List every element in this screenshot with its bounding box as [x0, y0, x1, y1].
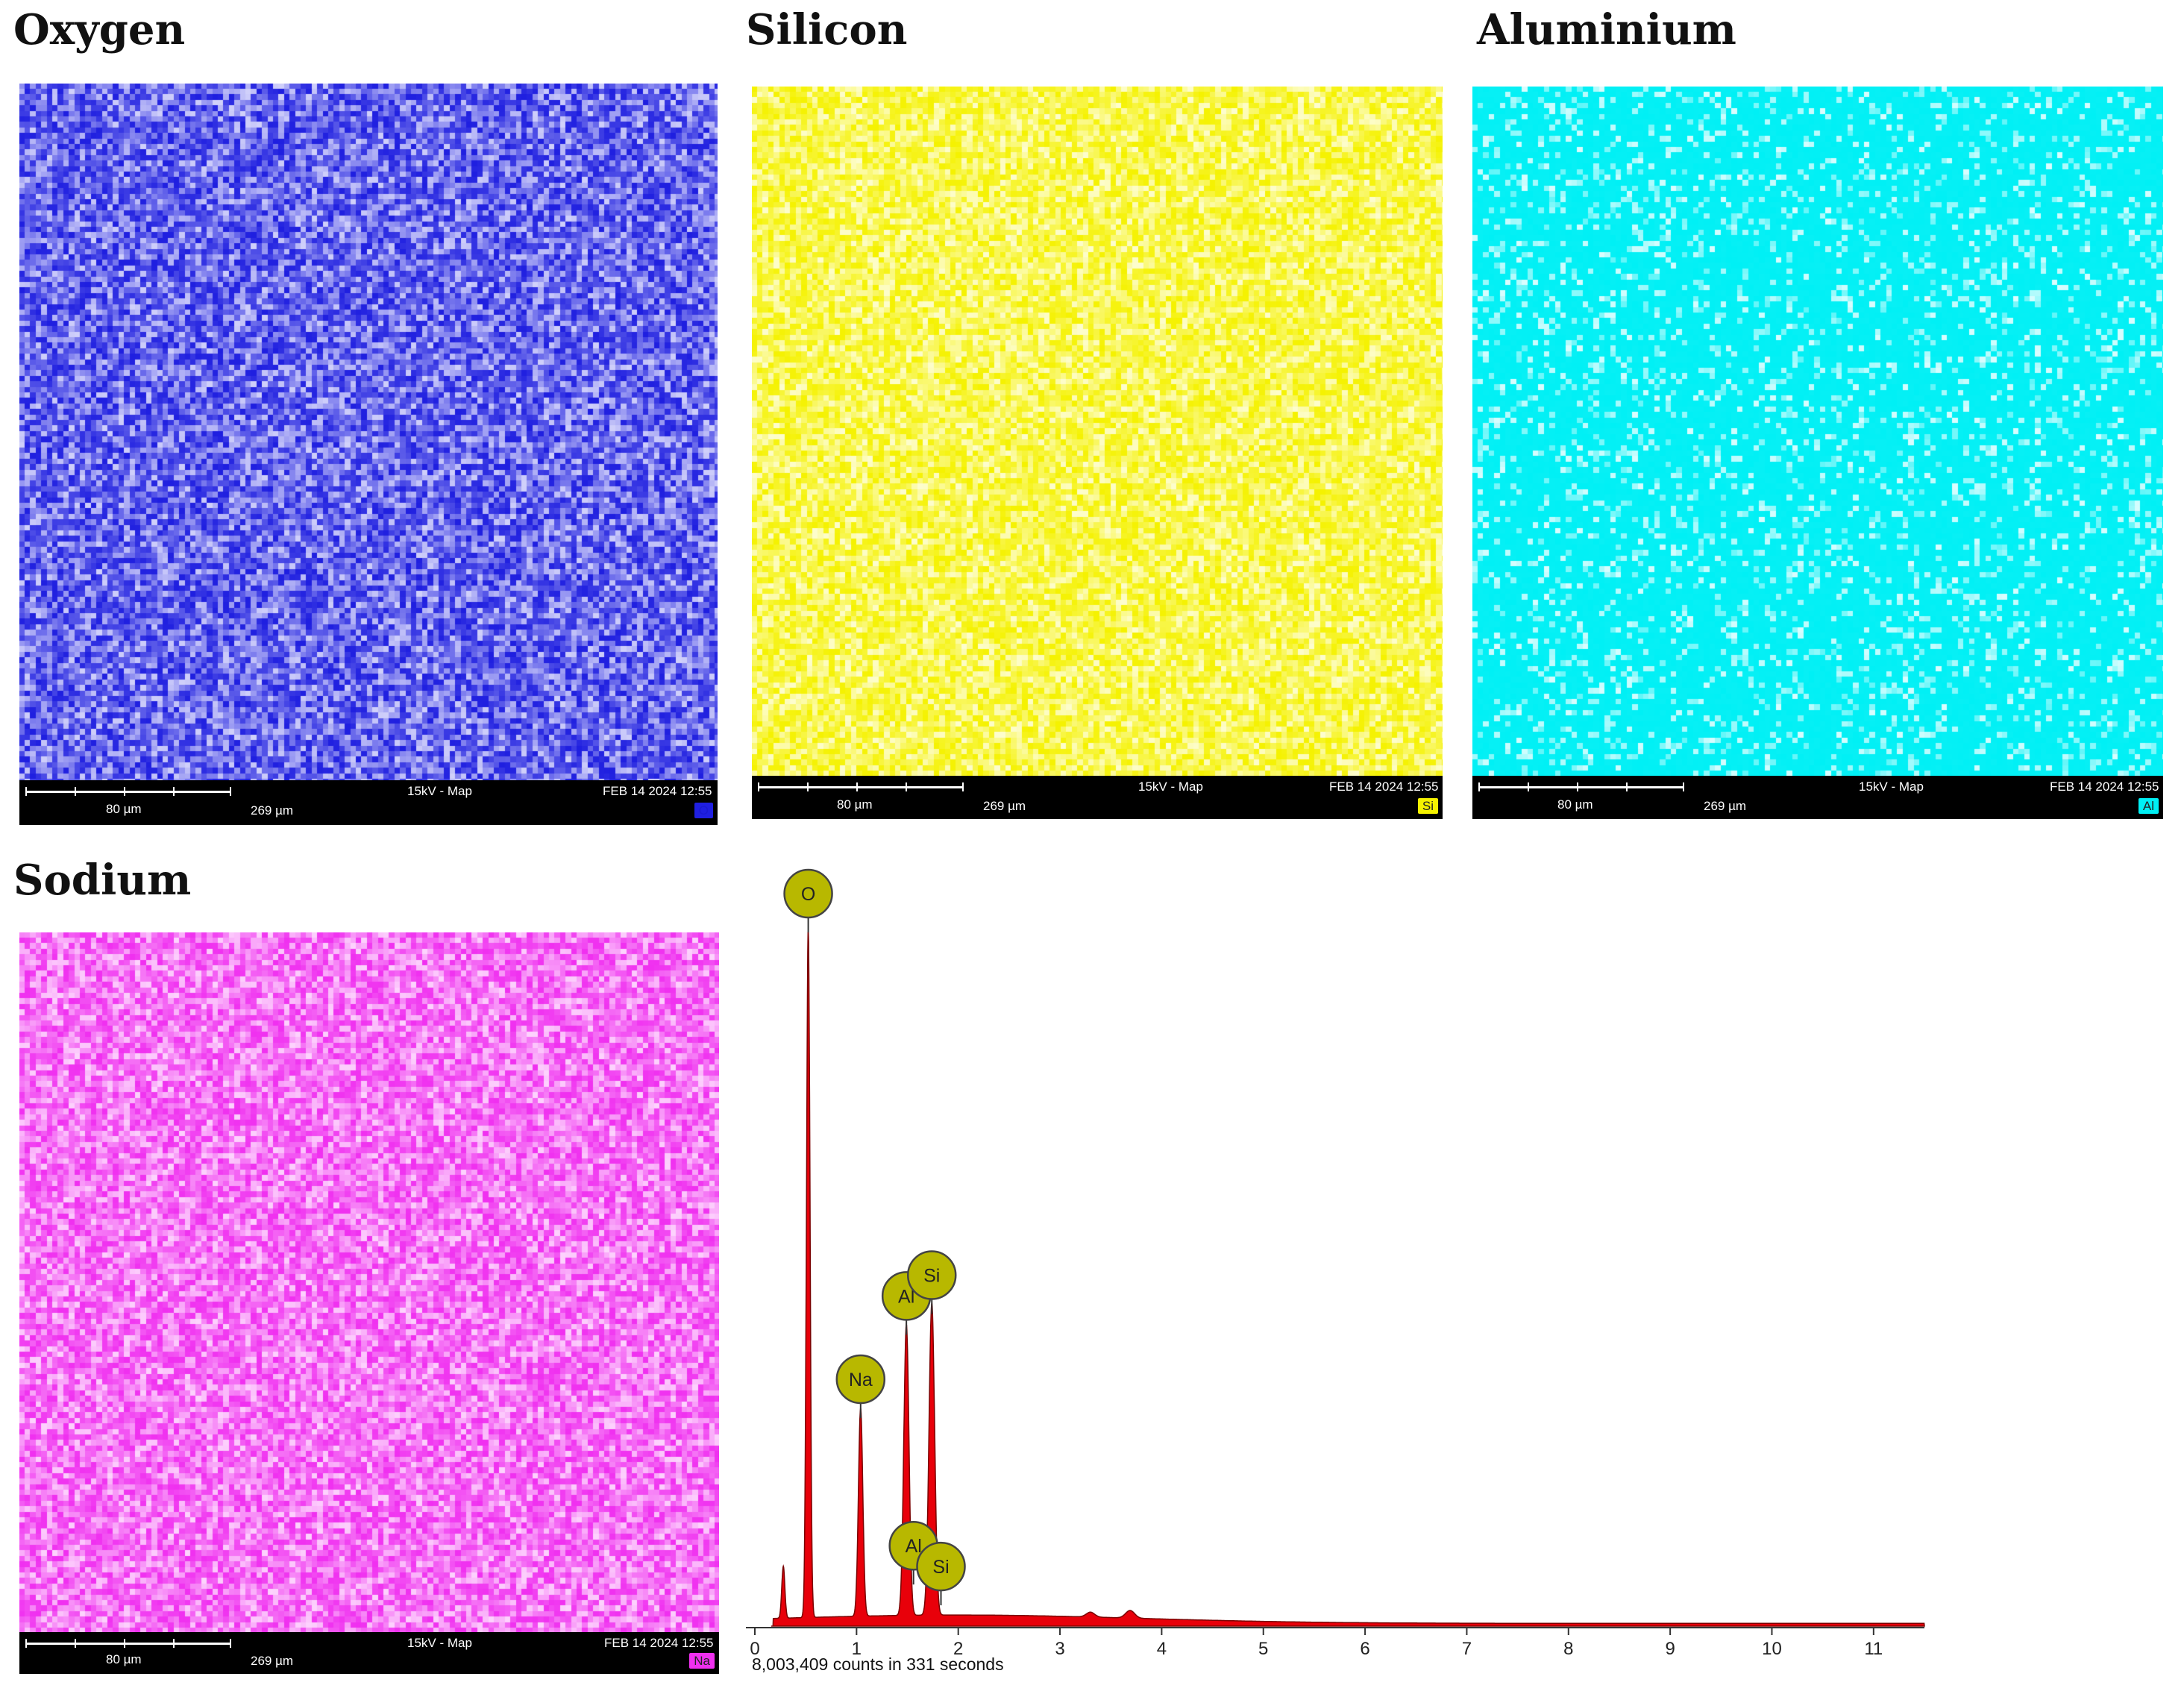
scale-bar [25, 791, 231, 793]
spectrum-area [771, 932, 1925, 1627]
x-tick-label: 8 [1563, 1639, 1573, 1659]
spectrum-x-axis: 0 1 2 3 4 5 6 7 8 9 10 11 [746, 1627, 1924, 1659]
svg-text:Si: Si [923, 1266, 940, 1287]
scale-tick [1683, 782, 1684, 791]
scale-tick [124, 787, 125, 796]
scale-tick [230, 1639, 231, 1648]
x-tick-label: 4 [1157, 1639, 1167, 1659]
element-badge: Al [2138, 798, 2159, 814]
x-tick-label: 7 [1462, 1639, 1472, 1659]
scale-tick [173, 787, 175, 796]
element-badge: O [694, 803, 713, 818]
scale-tick [230, 787, 231, 796]
element-marker-na: Na [835, 1354, 886, 1418]
scale-tick [25, 787, 27, 796]
field-width: 269 µm [983, 799, 1026, 813]
aluminium-map: 80 µm 269 µm 15kV - Map FEB 14 2024 12:5… [1472, 87, 2163, 819]
sodium-map: 80 µm 269 µm 15kV - Map FEB 14 2024 12:5… [19, 932, 719, 1674]
panel-title-oxygen: Oxygen [13, 5, 186, 54]
scale-label: 80 µm [1557, 797, 1593, 812]
panel-title-sodium: Sodium [13, 856, 192, 905]
scale-tick [75, 787, 76, 796]
eds-spectrum-chart: 0 1 2 3 4 5 6 7 8 9 10 11 O Na Al Si Al Si [746, 868, 1925, 1659]
field-width: 269 µm [1704, 799, 1747, 813]
panel-title-aluminium: Aluminium [1477, 5, 1736, 54]
element-badge: Si [1417, 798, 1438, 814]
x-tick-label: 6 [1360, 1639, 1369, 1659]
x-tick-label: 0 [750, 1639, 759, 1659]
scale-tick [124, 1639, 125, 1648]
map-info-bar: 80 µm 269 µm 15kV - Map FEB 14 2024 12:5… [19, 780, 718, 825]
date-label: FEB 14 2024 12:55 [603, 784, 712, 798]
scale-tick [1478, 782, 1480, 791]
date-label: FEB 14 2024 12:55 [2050, 780, 2159, 794]
scale-label: 80 µm [106, 802, 142, 816]
scale-tick [1577, 782, 1578, 791]
scale-bar [758, 786, 964, 788]
scale-tick [75, 1639, 76, 1648]
date-label: FEB 14 2024 12:55 [604, 1636, 714, 1650]
panel-title-silicon: Silicon [746, 5, 908, 54]
element-marker-o: O [783, 868, 833, 932]
silicon-map-image [752, 87, 1443, 776]
acquisition-counts: 8,003,409 counts in 331 seconds [752, 1654, 1004, 1674]
x-tick-label: 1 [852, 1639, 862, 1659]
svg-text:Al: Al [906, 1536, 922, 1557]
x-tick-label: 3 [1055, 1639, 1064, 1659]
x-tick-label: 10 [1762, 1639, 1782, 1659]
kv-label: 15kV - Map [1859, 780, 1924, 794]
sodium-map-image [19, 932, 719, 1632]
date-label: FEB 14 2024 12:55 [1329, 780, 1439, 794]
scale-tick [962, 782, 964, 791]
kv-label: 15kV - Map [407, 784, 472, 798]
svg-text:O: O [801, 884, 815, 905]
scale-tick [807, 782, 809, 791]
svg-text:Si: Si [932, 1557, 949, 1578]
map-info-bar: 80 µm 269 µm 15kV - Map FEB 14 2024 12:5… [19, 1632, 719, 1674]
silicon-map: 80 µm 269 µm 15kV - Map FEB 14 2024 12:5… [752, 87, 1443, 819]
scale-label: 80 µm [837, 797, 873, 812]
svg-text:Na: Na [849, 1370, 873, 1390]
x-tick-label: 5 [1258, 1639, 1268, 1659]
map-info-bar: 80 µm 269 µm 15kV - Map FEB 14 2024 12:5… [1472, 776, 2163, 819]
spectrum-plot-area [771, 932, 1925, 1627]
scale-tick [1528, 782, 1529, 791]
scale-tick [173, 1639, 175, 1648]
scale-label: 80 µm [106, 1652, 142, 1666]
svg-text:Al: Al [898, 1286, 914, 1307]
x-tick-label: 9 [1665, 1639, 1675, 1659]
oxygen-map: 80 µm 269 µm 15kV - Map FEB 14 2024 12:5… [19, 84, 718, 825]
scale-bar [25, 1643, 231, 1645]
kv-label: 15kV - Map [1138, 780, 1203, 794]
scale-bar [1478, 786, 1684, 788]
scale-tick [856, 782, 858, 791]
element-marker-si: Si [916, 1541, 966, 1606]
field-width: 269 µm [251, 803, 294, 818]
x-tick-label: 11 [1864, 1639, 1883, 1659]
scale-tick [758, 782, 759, 791]
map-info-bar: 80 µm 269 µm 15kV - Map FEB 14 2024 12:5… [752, 776, 1443, 819]
element-badge: Na [689, 1653, 715, 1669]
scale-tick [1626, 782, 1628, 791]
element-markers: O Na Al Si Al Si [783, 868, 966, 1606]
oxygen-map-image [19, 84, 718, 780]
field-width: 269 µm [251, 1654, 294, 1668]
scale-tick [906, 782, 907, 791]
aluminium-map-image [1472, 87, 2163, 776]
x-tick-label: 2 [953, 1639, 963, 1659]
scale-tick [25, 1639, 27, 1648]
element-marker-si: Si [906, 1250, 957, 1314]
kv-label: 15kV - Map [407, 1636, 472, 1650]
